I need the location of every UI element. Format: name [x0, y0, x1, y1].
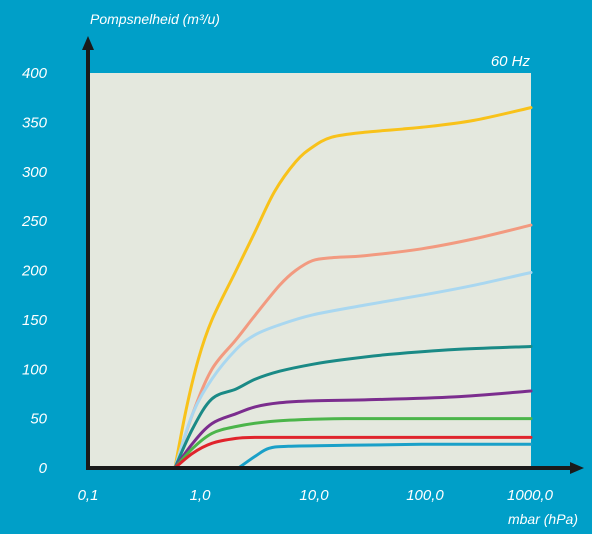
y-tick-label: 300: [22, 164, 48, 181]
series-line-1: [173, 106, 533, 470]
x-axis-label: mbar (hPa): [508, 511, 578, 527]
y-axis-label: Pompsnelheid (m³/u): [90, 11, 220, 27]
y-tick-label: 200: [21, 263, 48, 280]
x-tick-label: 10,0: [299, 487, 329, 504]
y-tick-label: 100: [22, 361, 48, 378]
series-line-4: [173, 345, 533, 470]
y-tick-label: 50: [30, 411, 47, 428]
series-line-3: [173, 271, 533, 470]
y-tick-labels: 0 50 100 150 200 250 300 350 400: [21, 65, 48, 477]
x-tick-label: 1000,0: [507, 487, 554, 504]
y-tick-label: 400: [22, 65, 48, 82]
y-tick-label: 150: [22, 312, 48, 329]
x-tick-label: 1,0: [190, 487, 212, 504]
frequency-label: 60 Hz: [491, 53, 531, 70]
y-tick-label: 0: [39, 460, 48, 477]
series-layer: [173, 106, 533, 470]
x-axis-arrow: [570, 462, 584, 474]
x-tick-label: 0,1: [78, 487, 99, 504]
y-tick-label: 250: [21, 213, 48, 230]
series-line-2: [173, 223, 533, 470]
series-line-5: [173, 389, 533, 470]
series-line-6: [173, 417, 533, 470]
series-line-7: [173, 435, 533, 470]
series-line-8: [237, 442, 533, 470]
x-tick-labels: 0,1 1,0 10,0 100,0 1000,0: [78, 487, 554, 504]
y-tick-label: 350: [22, 114, 48, 131]
y-axis-arrow: [82, 36, 94, 50]
x-tick-label: 100,0: [406, 487, 444, 504]
plot-area: [88, 73, 531, 468]
